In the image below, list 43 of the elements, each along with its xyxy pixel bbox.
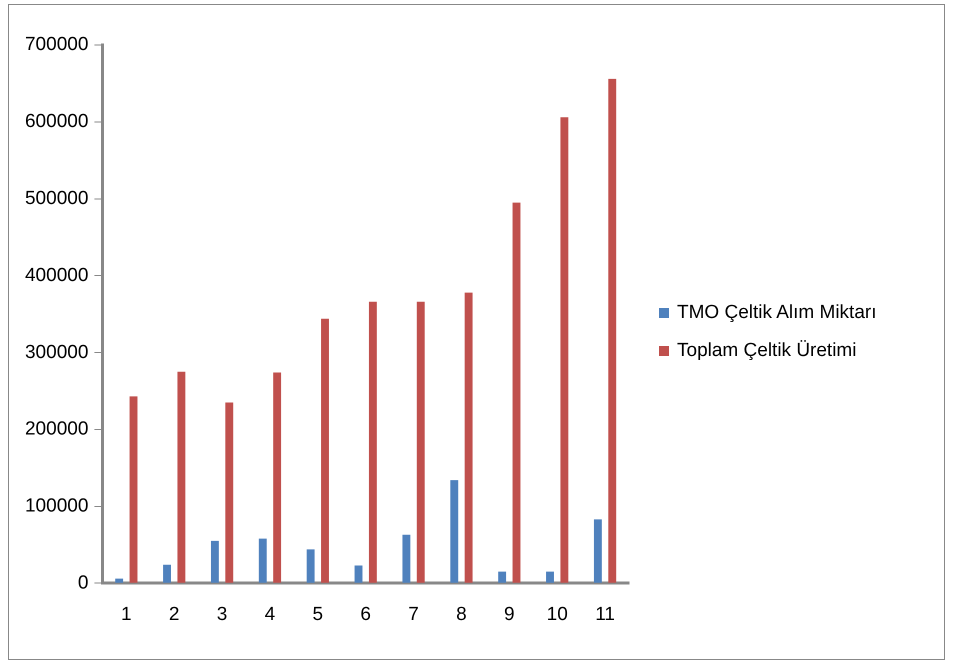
legend-label: TMO Çeltik Alım Miktarı <box>677 302 877 324</box>
bar <box>368 302 377 583</box>
bar <box>115 578 124 583</box>
y-tick-label: 500000 <box>24 188 88 210</box>
bar <box>225 402 234 583</box>
bar <box>258 538 267 583</box>
bar <box>512 202 520 583</box>
x-tick-label: 5 <box>312 604 324 625</box>
bar <box>416 302 425 583</box>
y-tick-label: 700000 <box>24 34 88 56</box>
x-tick-label: 11 <box>595 604 615 625</box>
bar <box>594 519 602 583</box>
bar <box>608 78 616 583</box>
bar <box>177 372 186 583</box>
bar <box>273 372 282 583</box>
bar <box>163 564 171 583</box>
y-tick-label: 600000 <box>24 111 88 132</box>
legend-label: Toplam Çeltik Üretimi <box>677 340 856 362</box>
bar <box>450 480 458 583</box>
x-tick-label: 6 <box>360 604 371 625</box>
bar <box>354 566 362 583</box>
bar <box>210 540 219 583</box>
bar <box>464 292 473 583</box>
x-tick-label: 3 <box>216 604 228 625</box>
x-tick-label: 9 <box>504 604 515 625</box>
bar <box>321 318 329 583</box>
bar <box>402 534 410 583</box>
bar <box>498 572 506 583</box>
y-tick-label: 100000 <box>24 496 88 517</box>
x-tick-label: 4 <box>264 604 276 625</box>
x-tick-label: 2 <box>168 604 180 625</box>
y-tick-label: 0 <box>78 572 88 594</box>
x-tick-label: 1 <box>121 604 132 625</box>
bar <box>130 396 138 583</box>
x-tick-label: 7 <box>408 604 419 625</box>
x-tick-label: 10 <box>546 604 568 625</box>
y-tick-label: 400000 <box>24 264 88 286</box>
x-tick-label: 8 <box>456 604 467 625</box>
y-tick-label: 300000 <box>24 342 88 363</box>
bar <box>306 549 315 583</box>
bar <box>560 117 568 583</box>
y-tick-label: 200000 <box>24 418 88 440</box>
bar <box>546 572 554 583</box>
